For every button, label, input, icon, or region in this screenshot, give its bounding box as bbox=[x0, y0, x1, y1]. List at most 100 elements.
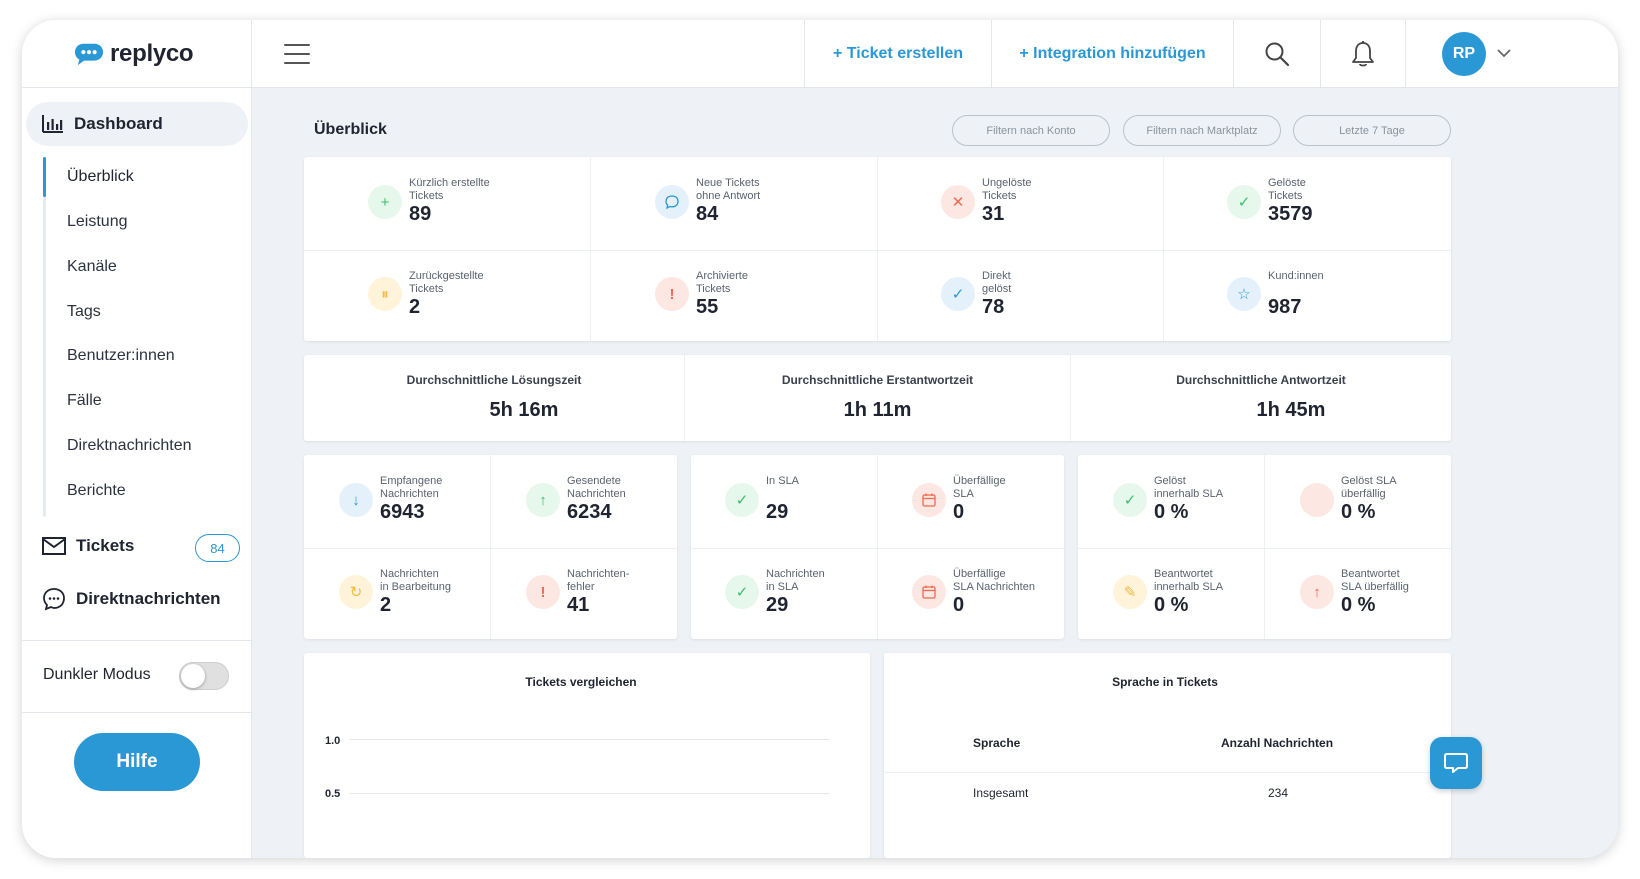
table-cell-language: Insgesamt bbox=[973, 786, 1029, 800]
check-icon: ✓ bbox=[725, 575, 759, 609]
avatar[interactable]: RP bbox=[1442, 32, 1486, 76]
stat-archived[interactable]: ! Archivierte Tickets 55 bbox=[591, 251, 877, 341]
stat-value: 78 bbox=[982, 296, 1005, 318]
stat-value: 0 % bbox=[1154, 594, 1189, 616]
gridline bbox=[350, 793, 830, 794]
calendar-icon bbox=[912, 483, 946, 517]
check-icon: ✓ bbox=[941, 277, 975, 311]
stat-value: 2 bbox=[380, 594, 392, 616]
stat-in-sla[interactable]: ✓ In SLA 29 bbox=[691, 455, 877, 548]
sidebar-item-direct-messages[interactable]: Direktnachrichten bbox=[42, 587, 221, 611]
y-tick-label: 0.5 bbox=[325, 788, 341, 800]
stat-directly-resolved[interactable]: ✓ Direkt gelöst 78 bbox=[878, 251, 1163, 341]
stat-label: Kund:innen bbox=[1268, 270, 1324, 282]
support-chat-button[interactable] bbox=[1430, 737, 1482, 789]
stat-customers[interactable]: ☆ Kund:innen 987 bbox=[1164, 251, 1451, 341]
stat-answered-within-sla[interactable]: ✎ Beantwortet innerhalb SLA 0 % bbox=[1078, 549, 1264, 639]
stat-value: 987 bbox=[1268, 296, 1302, 318]
stat-value: 0 % bbox=[1341, 501, 1376, 523]
avg-value: 1h 45m bbox=[1256, 399, 1326, 421]
tickets-count-badge: 84 bbox=[195, 534, 240, 562]
header-divider bbox=[1405, 20, 1406, 88]
filter-by-marketplace[interactable]: Filtern nach Marktplatz bbox=[1123, 115, 1281, 146]
subnav-item-performance[interactable]: Leistung bbox=[67, 213, 128, 230]
subnav-item-tags[interactable]: Tags bbox=[67, 303, 101, 320]
stat-received-messages[interactable]: ↓ Empfangene Nachrichten 6943 bbox=[304, 455, 490, 548]
stat-new-unanswered[interactable]: Neue Tickets ohne Antwort 84 bbox=[591, 157, 877, 250]
dark-mode-toggle[interactable] bbox=[179, 662, 229, 690]
sidebar-item-label: Direktnachrichten bbox=[76, 589, 221, 608]
divider bbox=[877, 455, 878, 639]
avg-response-time: Durchschnittliche Antwortzeit 1h 45m bbox=[1071, 355, 1451, 441]
stat-overdue-sla[interactable]: Überfällige SLA 0 bbox=[878, 455, 1064, 548]
column-header-message-count: Anzahl Nachrichten bbox=[1221, 736, 1334, 750]
chat-bubble-icon bbox=[43, 588, 65, 611]
subnav-item-reports[interactable]: Berichte bbox=[67, 482, 126, 499]
stat-value: 6943 bbox=[380, 501, 425, 523]
table-cell-count: 234 bbox=[1268, 786, 1289, 800]
add-integration-button[interactable]: + Integration hinzufügen bbox=[1019, 45, 1206, 62]
stat-value: 29 bbox=[766, 501, 789, 523]
stat-value: 2 bbox=[409, 296, 421, 318]
sidebar-item-tickets[interactable]: Tickets bbox=[42, 536, 134, 556]
brand-logo[interactable]: replyco bbox=[74, 40, 194, 68]
arrow-up-icon: ↑ bbox=[1300, 575, 1334, 609]
stat-recently-created[interactable]: + Kürzlich erstellte Tickets 89 bbox=[304, 157, 590, 250]
stat-label: Empfangene Nachrichten bbox=[380, 475, 443, 500]
avg-label: Durchschnittliche Antwortzeit bbox=[1176, 373, 1346, 387]
subnav-track bbox=[43, 157, 46, 517]
subnav-item-overview[interactable]: Überblick bbox=[67, 168, 134, 185]
filter-by-account[interactable]: Filtern nach Konto bbox=[952, 115, 1110, 146]
avg-value: 5h 16m bbox=[489, 399, 559, 421]
divider bbox=[1078, 548, 1451, 549]
divider bbox=[490, 455, 491, 639]
avg-label: Durchschnittliche Erstantwortzeit bbox=[781, 373, 974, 387]
header-divider bbox=[991, 20, 992, 88]
notifications-button[interactable] bbox=[1321, 20, 1405, 88]
speech-bubble-icon bbox=[655, 185, 689, 219]
stat-label: Gesendete Nachrichten bbox=[567, 475, 626, 500]
stat-resolved-within-sla[interactable]: ✓ Gelöst innerhalb SLA 0 % bbox=[1078, 455, 1264, 548]
subnav-item-users[interactable]: Benutzer:innen bbox=[67, 347, 175, 364]
chat-icon bbox=[1444, 753, 1468, 773]
subnav-active-indicator bbox=[43, 157, 46, 197]
divider bbox=[691, 548, 1064, 549]
app-window: replyco + Ticket erstellen + Integration… bbox=[22, 20, 1618, 858]
subnav-item-cases[interactable]: Fälle bbox=[67, 392, 102, 409]
panel-title: Sprache in Tickets bbox=[1112, 675, 1218, 689]
stat-resolved[interactable]: ✓ Gelöste Tickets 3579 bbox=[1164, 157, 1451, 250]
stat-value: 89 bbox=[409, 203, 432, 225]
menu-icon[interactable] bbox=[284, 44, 310, 64]
stat-overdue-sla-messages[interactable]: Überfällige SLA Nachrichten 0 bbox=[878, 549, 1064, 639]
divider bbox=[304, 548, 677, 549]
stat-resolved-sla-overdue[interactable]: Gelöst SLA überfällig 0 % bbox=[1265, 455, 1451, 548]
sidebar-item-dashboard[interactable]: Dashboard bbox=[26, 102, 248, 146]
stat-messages-in-sla[interactable]: ✓ Nachrichten in SLA 29 bbox=[691, 549, 877, 639]
compare-tickets-panel: Tickets vergleichen 1.0 0.5 bbox=[304, 653, 870, 858]
subnav-item-direct-messages[interactable]: Direktnachrichten bbox=[67, 437, 192, 454]
stat-label: In SLA bbox=[766, 475, 800, 487]
search-button[interactable] bbox=[1234, 20, 1320, 88]
subnav-item-channels[interactable]: Kanäle bbox=[67, 258, 117, 275]
stat-value: 0 % bbox=[1154, 501, 1189, 523]
chevron-down-icon[interactable] bbox=[1496, 46, 1512, 60]
divider bbox=[1070, 355, 1071, 441]
filter-date-range[interactable]: Letzte 7 Tage bbox=[1293, 115, 1451, 146]
stat-answered-sla-overdue[interactable]: ↑ Beantwortet SLA überfällig 0 % bbox=[1265, 549, 1451, 639]
gridline bbox=[350, 739, 830, 740]
stat-messages-in-progress[interactable]: ↻ Nachrichten in Bearbeitung 2 bbox=[304, 549, 490, 639]
sidebar-divider bbox=[22, 712, 252, 713]
stat-label: Beantwortet SLA überfällig bbox=[1341, 568, 1409, 593]
pause-icon: ⏸ bbox=[368, 277, 402, 311]
create-ticket-button[interactable]: + Ticket erstellen bbox=[833, 45, 963, 62]
stat-label: Nachrichten in SLA bbox=[766, 568, 825, 593]
stat-on-hold[interactable]: ⏸ Zurückgestellte Tickets 2 bbox=[304, 251, 590, 341]
stat-unresolved[interactable]: ✕ Ungelöste Tickets 31 bbox=[878, 157, 1163, 250]
divider bbox=[1264, 455, 1265, 639]
stat-sent-messages[interactable]: ↑ Gesendete Nachrichten 6234 bbox=[491, 455, 677, 548]
help-button[interactable]: Hilfe bbox=[74, 733, 200, 791]
stat-value: 55 bbox=[696, 296, 719, 318]
sla-resolution-card: ✓ Gelöst innerhalb SLA 0 % Gelöst SLA über… bbox=[1078, 455, 1451, 639]
search-icon bbox=[1265, 42, 1290, 67]
stat-message-errors[interactable]: ! Nachrichten-fehler 41 bbox=[491, 549, 677, 639]
